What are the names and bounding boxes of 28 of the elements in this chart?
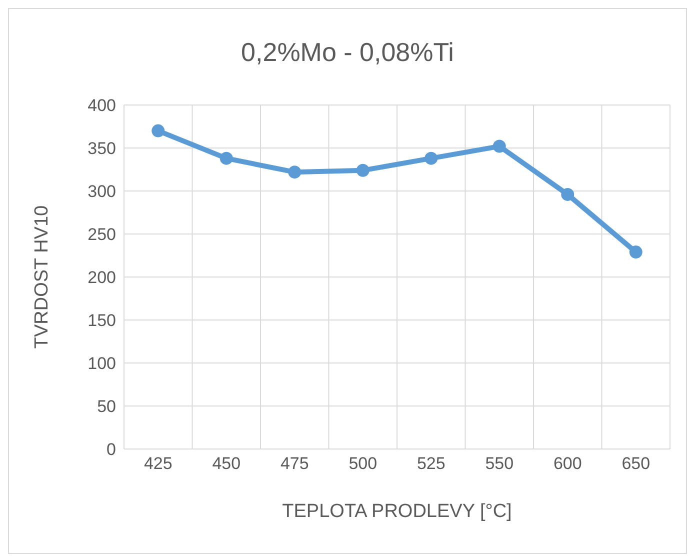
point: [220, 152, 233, 165]
x-tick-label: 425: [144, 454, 172, 474]
x-tick-label: 475: [280, 454, 309, 474]
y-tick-label: 100: [88, 354, 116, 374]
point: [561, 188, 574, 201]
y-tick-label: 200: [88, 268, 116, 288]
point: [288, 166, 302, 179]
y-tick-label: 150: [88, 311, 116, 330]
point: [152, 124, 165, 138]
x-tick-label: 600: [553, 454, 582, 474]
y-tick-label: 400: [88, 96, 116, 116]
point: [629, 246, 642, 259]
y-tick-label: 50: [97, 397, 116, 416]
y-tick-label: 300: [88, 182, 116, 202]
point: [356, 164, 370, 177]
chart-title: 0,2%Mo - 0,08%Ti: [240, 37, 455, 68]
x-tick-label: 550: [485, 454, 514, 474]
x-tick-label: 500: [348, 454, 378, 474]
point: [424, 152, 438, 165]
x-tick-label: 525: [416, 454, 446, 474]
x-tick-label: 650: [622, 454, 650, 474]
x-axis-title: TEPLOTA PRODLEVY [°C]: [282, 501, 512, 522]
y-tick-label: 0: [106, 440, 116, 460]
y-axis-title: TVRDOST HV10: [32, 205, 53, 349]
x-tick-label: 450: [212, 454, 241, 474]
y-tick-label: 250: [88, 225, 116, 244]
point: [492, 140, 506, 153]
y-tick-label: 350: [88, 139, 116, 158]
